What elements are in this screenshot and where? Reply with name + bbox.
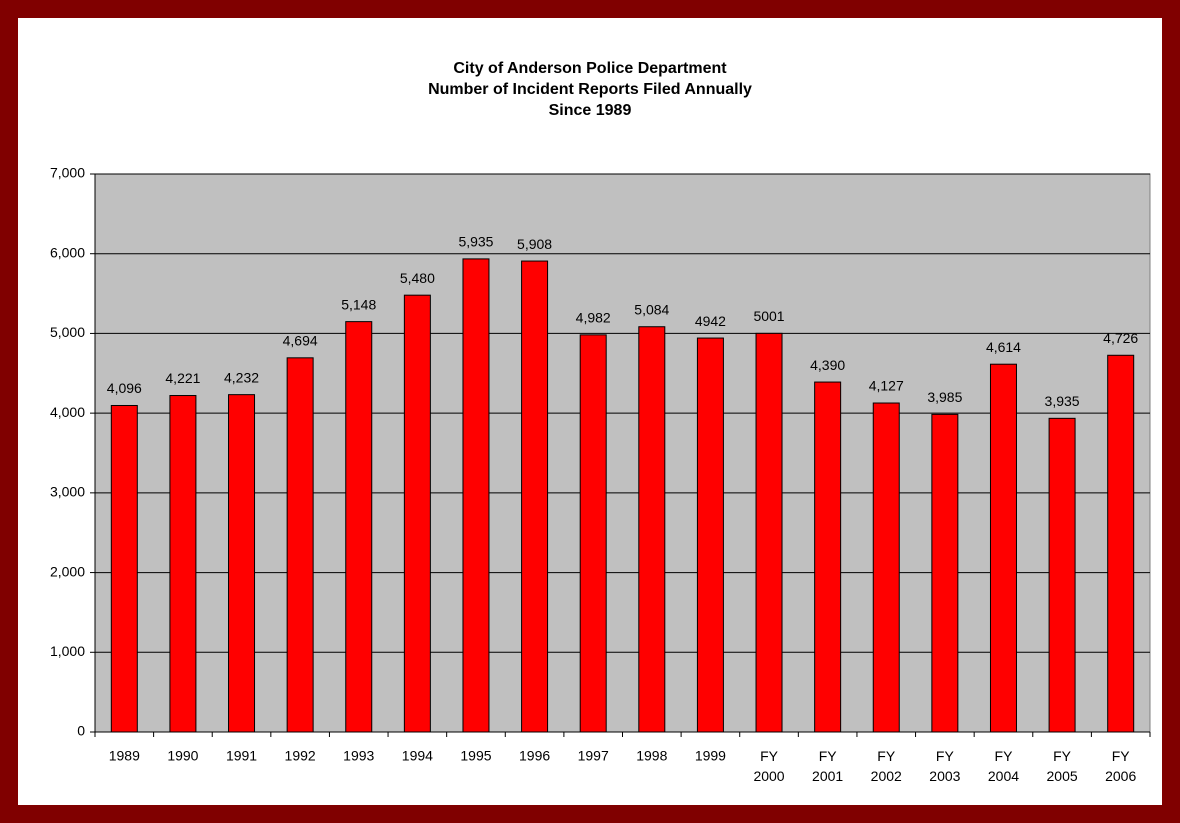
bar: [696, 337, 724, 733]
x-tick-label: 1998: [636, 748, 667, 764]
bar: [1048, 417, 1076, 733]
value-label: 4,221: [165, 370, 200, 386]
value-label: 5001: [753, 308, 784, 324]
value-label: 4,096: [107, 380, 142, 396]
x-tick-label: FY 2000: [753, 748, 784, 784]
y-tick-label: 0: [77, 723, 85, 739]
chart-title: Since 1989: [549, 102, 632, 119]
y-tick-label: 1,000: [50, 643, 85, 659]
x-tick-label: FY 2003: [929, 748, 960, 784]
bar: [1107, 354, 1135, 733]
x-tick-label: FY 2002: [871, 748, 902, 784]
value-label: 4,232: [224, 369, 259, 385]
x-tick-label: 1993: [343, 748, 374, 764]
bar: [286, 357, 314, 733]
y-tick-label: 5,000: [50, 324, 85, 340]
bar: [755, 332, 783, 733]
value-label: 4,694: [283, 333, 318, 349]
y-tick-label: 2,000: [50, 563, 85, 579]
bar: [579, 334, 607, 733]
x-tick-label: 1991: [226, 748, 257, 764]
value-label: 4942: [695, 313, 726, 329]
x-tick-label: 1997: [578, 748, 609, 764]
value-label: 3,985: [927, 389, 962, 405]
value-label: 5,935: [458, 234, 493, 250]
x-tick-label: 1999: [695, 748, 726, 764]
value-label: 5,908: [517, 236, 552, 252]
value-label: 4,982: [576, 310, 611, 326]
x-tick-label: FY 2004: [988, 748, 1019, 784]
x-tick-label: FY 2005: [1047, 748, 1078, 784]
value-label: 5,480: [400, 270, 435, 286]
bar: [931, 413, 959, 733]
x-tick-label: 1990: [167, 748, 198, 764]
value-label: 5,148: [341, 296, 376, 312]
bar: [110, 404, 138, 733]
y-tick-label: 3,000: [50, 484, 85, 500]
x-tick-label: 1992: [285, 748, 316, 764]
value-label: 4,726: [1103, 330, 1138, 346]
y-tick-label: 6,000: [50, 244, 85, 260]
bar: [521, 260, 549, 733]
x-tick-label: 1996: [519, 748, 550, 764]
value-label: 3,935: [1045, 393, 1080, 409]
value-label: 4,127: [869, 378, 904, 394]
y-tick-label: 7,000: [50, 165, 85, 181]
bar: [814, 381, 842, 733]
chart-title: City of Anderson Police Department: [453, 60, 727, 77]
value-label: 4,390: [810, 357, 845, 373]
bar: [872, 402, 900, 733]
x-tick-label: FY 2006: [1105, 748, 1136, 784]
x-tick-label: FY 2001: [812, 748, 843, 784]
bar: [228, 394, 256, 733]
x-tick-label: 1995: [460, 748, 491, 764]
plot-area: [94, 173, 1151, 733]
bar: [169, 395, 197, 733]
bar: [345, 321, 373, 733]
y-tick-label: 4,000: [50, 404, 85, 420]
x-tick-label: 1994: [402, 748, 433, 764]
value-label: 4,614: [986, 339, 1021, 355]
value-label: 5,084: [634, 301, 669, 317]
chart-title: Number of Incident Reports Filed Annuall…: [428, 81, 752, 98]
bar: [638, 326, 666, 733]
x-tick-label: 1989: [109, 748, 140, 764]
bar: [403, 294, 431, 733]
bar: [989, 363, 1017, 733]
bar: [462, 258, 490, 733]
